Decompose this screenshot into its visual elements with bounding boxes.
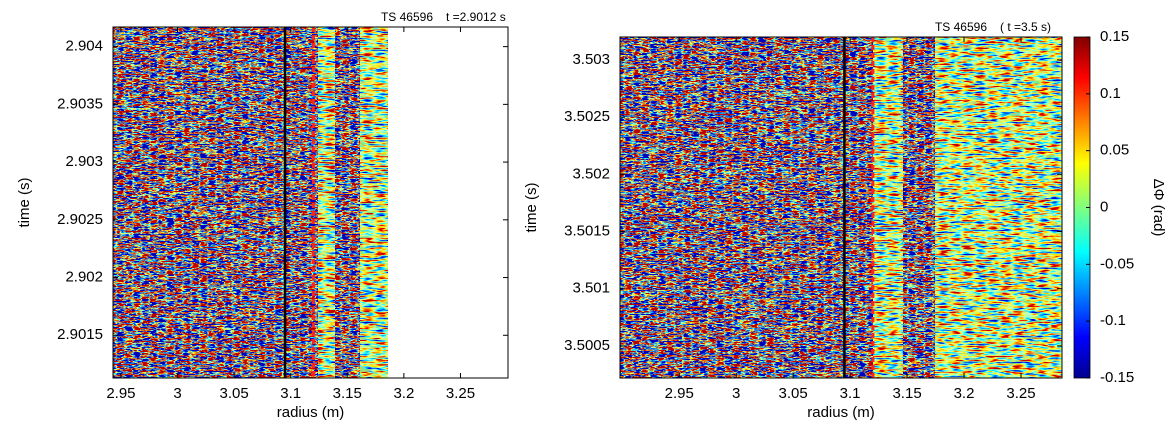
colorbar-tick-label: -0.05: [1100, 255, 1134, 272]
y-tick-label: 2.9015: [57, 326, 103, 343]
colorbar-tick-label: 0: [1100, 198, 1108, 215]
heatmap-texture: [620, 37, 1062, 378]
y-tick-label: 2.903: [65, 153, 103, 170]
colorbar-tick-label: -0.1: [1100, 312, 1126, 329]
x-tick-label: 3.2: [393, 385, 414, 402]
x-tick-label: 3.1: [840, 385, 861, 402]
x-tick-label: 3.05: [220, 385, 249, 402]
colorbar-tick-label: 0.15: [1100, 28, 1129, 45]
chart-title: TS 46596: [381, 10, 433, 24]
x-tick-label: 3: [173, 385, 181, 402]
colorbar-tick-label: -0.15: [1100, 369, 1134, 386]
x-tick-label: 3.1: [280, 385, 301, 402]
x-tick-label: 2.95: [106, 385, 135, 402]
x-tick-label: 3.2: [954, 385, 975, 402]
x-tick-label: 3.05: [779, 385, 808, 402]
y-tick-label: 3.5015: [564, 222, 610, 239]
y-tick-label: 2.9025: [57, 211, 103, 228]
x-tick-label: 3.15: [892, 385, 921, 402]
x-tick-label: 2.95: [665, 385, 694, 402]
x-tick-label: 3.15: [333, 385, 362, 402]
y-tick-label: 3.5005: [564, 337, 610, 354]
y-tick-label: 3.503: [572, 51, 610, 68]
y-axis-label: time (s): [16, 178, 33, 228]
x-tick-label: 3: [732, 385, 740, 402]
y-tick-label: 2.902: [65, 269, 103, 286]
chart-subtitle: ( t =3.5 s): [1000, 20, 1051, 34]
y-tick-label: 2.9035: [57, 95, 103, 112]
y-tick-label: 2.904: [65, 38, 103, 55]
x-tick-label: 3.25: [446, 385, 475, 402]
chart-subtitle: t =2.9012 s: [446, 10, 506, 24]
chart-title: TS 46596: [935, 20, 987, 34]
x-axis-label: radius (m): [807, 404, 875, 421]
axes-frame: [619, 36, 1063, 379]
x-tick-label: 3.25: [1006, 385, 1035, 402]
y-tick-label: 3.5025: [564, 108, 610, 125]
colorbar-tick-label: 0.1: [1100, 85, 1121, 102]
colorbar-tick-label: 0.05: [1100, 142, 1129, 159]
x-axis-label: radius (m): [277, 404, 345, 421]
y-axis-label: time (s): [523, 183, 540, 233]
y-tick-label: 3.502: [572, 165, 610, 182]
colorbar-label: ΔΦ (rad): [1150, 179, 1167, 237]
heatmap-texture: [113, 27, 388, 378]
axes-frame: [112, 26, 509, 379]
y-tick-label: 3.501: [572, 280, 610, 297]
